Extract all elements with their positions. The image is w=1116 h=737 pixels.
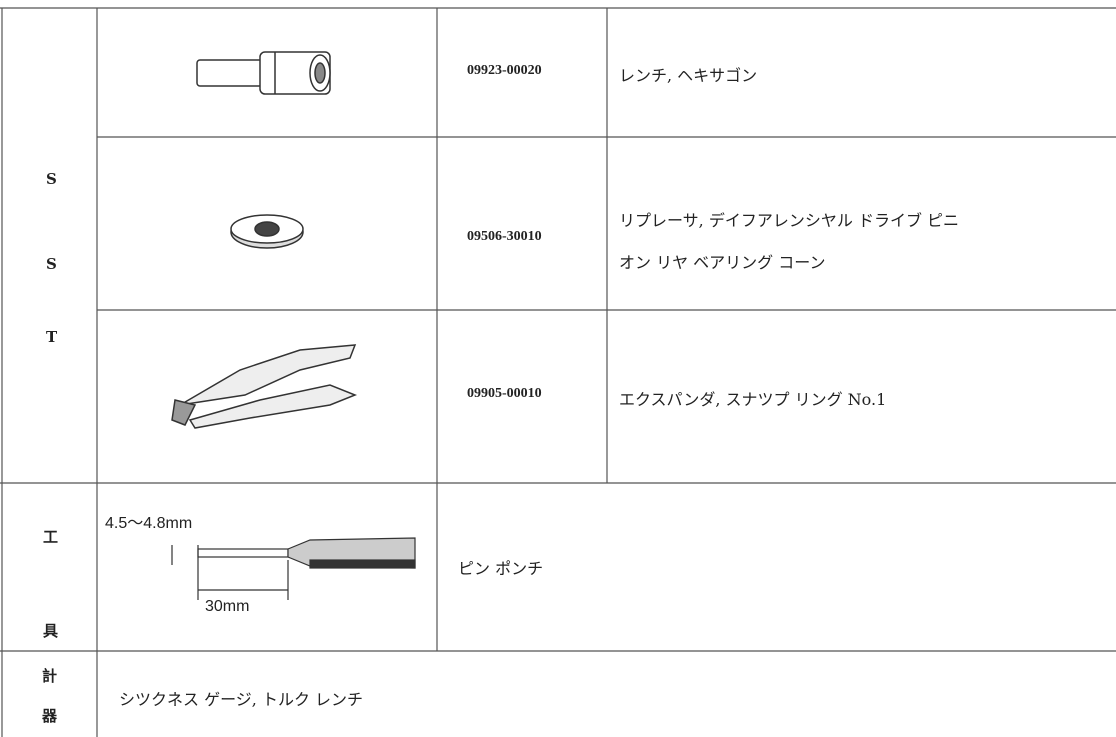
group-label: 具 bbox=[43, 622, 59, 640]
pin-punch-illustration bbox=[171, 537, 416, 600]
group-label: S bbox=[46, 170, 57, 188]
group-label: 計 bbox=[42, 667, 58, 685]
group-label: T bbox=[46, 328, 58, 346]
length-label: 30mm bbox=[205, 598, 249, 615]
tool-name: ピン ポンチ bbox=[458, 559, 544, 578]
expander-illustration bbox=[171, 344, 358, 429]
group-label: 工 bbox=[43, 528, 59, 546]
tool-name: レンチ, ヘキサゴン bbox=[619, 66, 758, 85]
group-label: S bbox=[46, 255, 57, 273]
part-number: 09923-00020 bbox=[467, 63, 542, 78]
part-number: 09905-00010 bbox=[467, 386, 542, 401]
replacer-illustration bbox=[230, 214, 304, 249]
part-number: 09506-30010 bbox=[467, 229, 542, 244]
tool-name: エクスパンダ, スナツプ リング No.1 bbox=[619, 390, 887, 409]
hex-wrench-illustration bbox=[196, 51, 331, 95]
tool-name: オン リヤ ベアリング コーン bbox=[619, 253, 826, 272]
gauge-name: シツクネス ゲージ, トルク レンチ bbox=[119, 690, 364, 709]
group-label: 器 bbox=[42, 707, 58, 725]
tool-name: リプレーサ, デイフアレンシヤル ドライブ ピニ bbox=[619, 211, 960, 230]
dimension-label: 4.5～4.8mm bbox=[105, 515, 192, 532]
